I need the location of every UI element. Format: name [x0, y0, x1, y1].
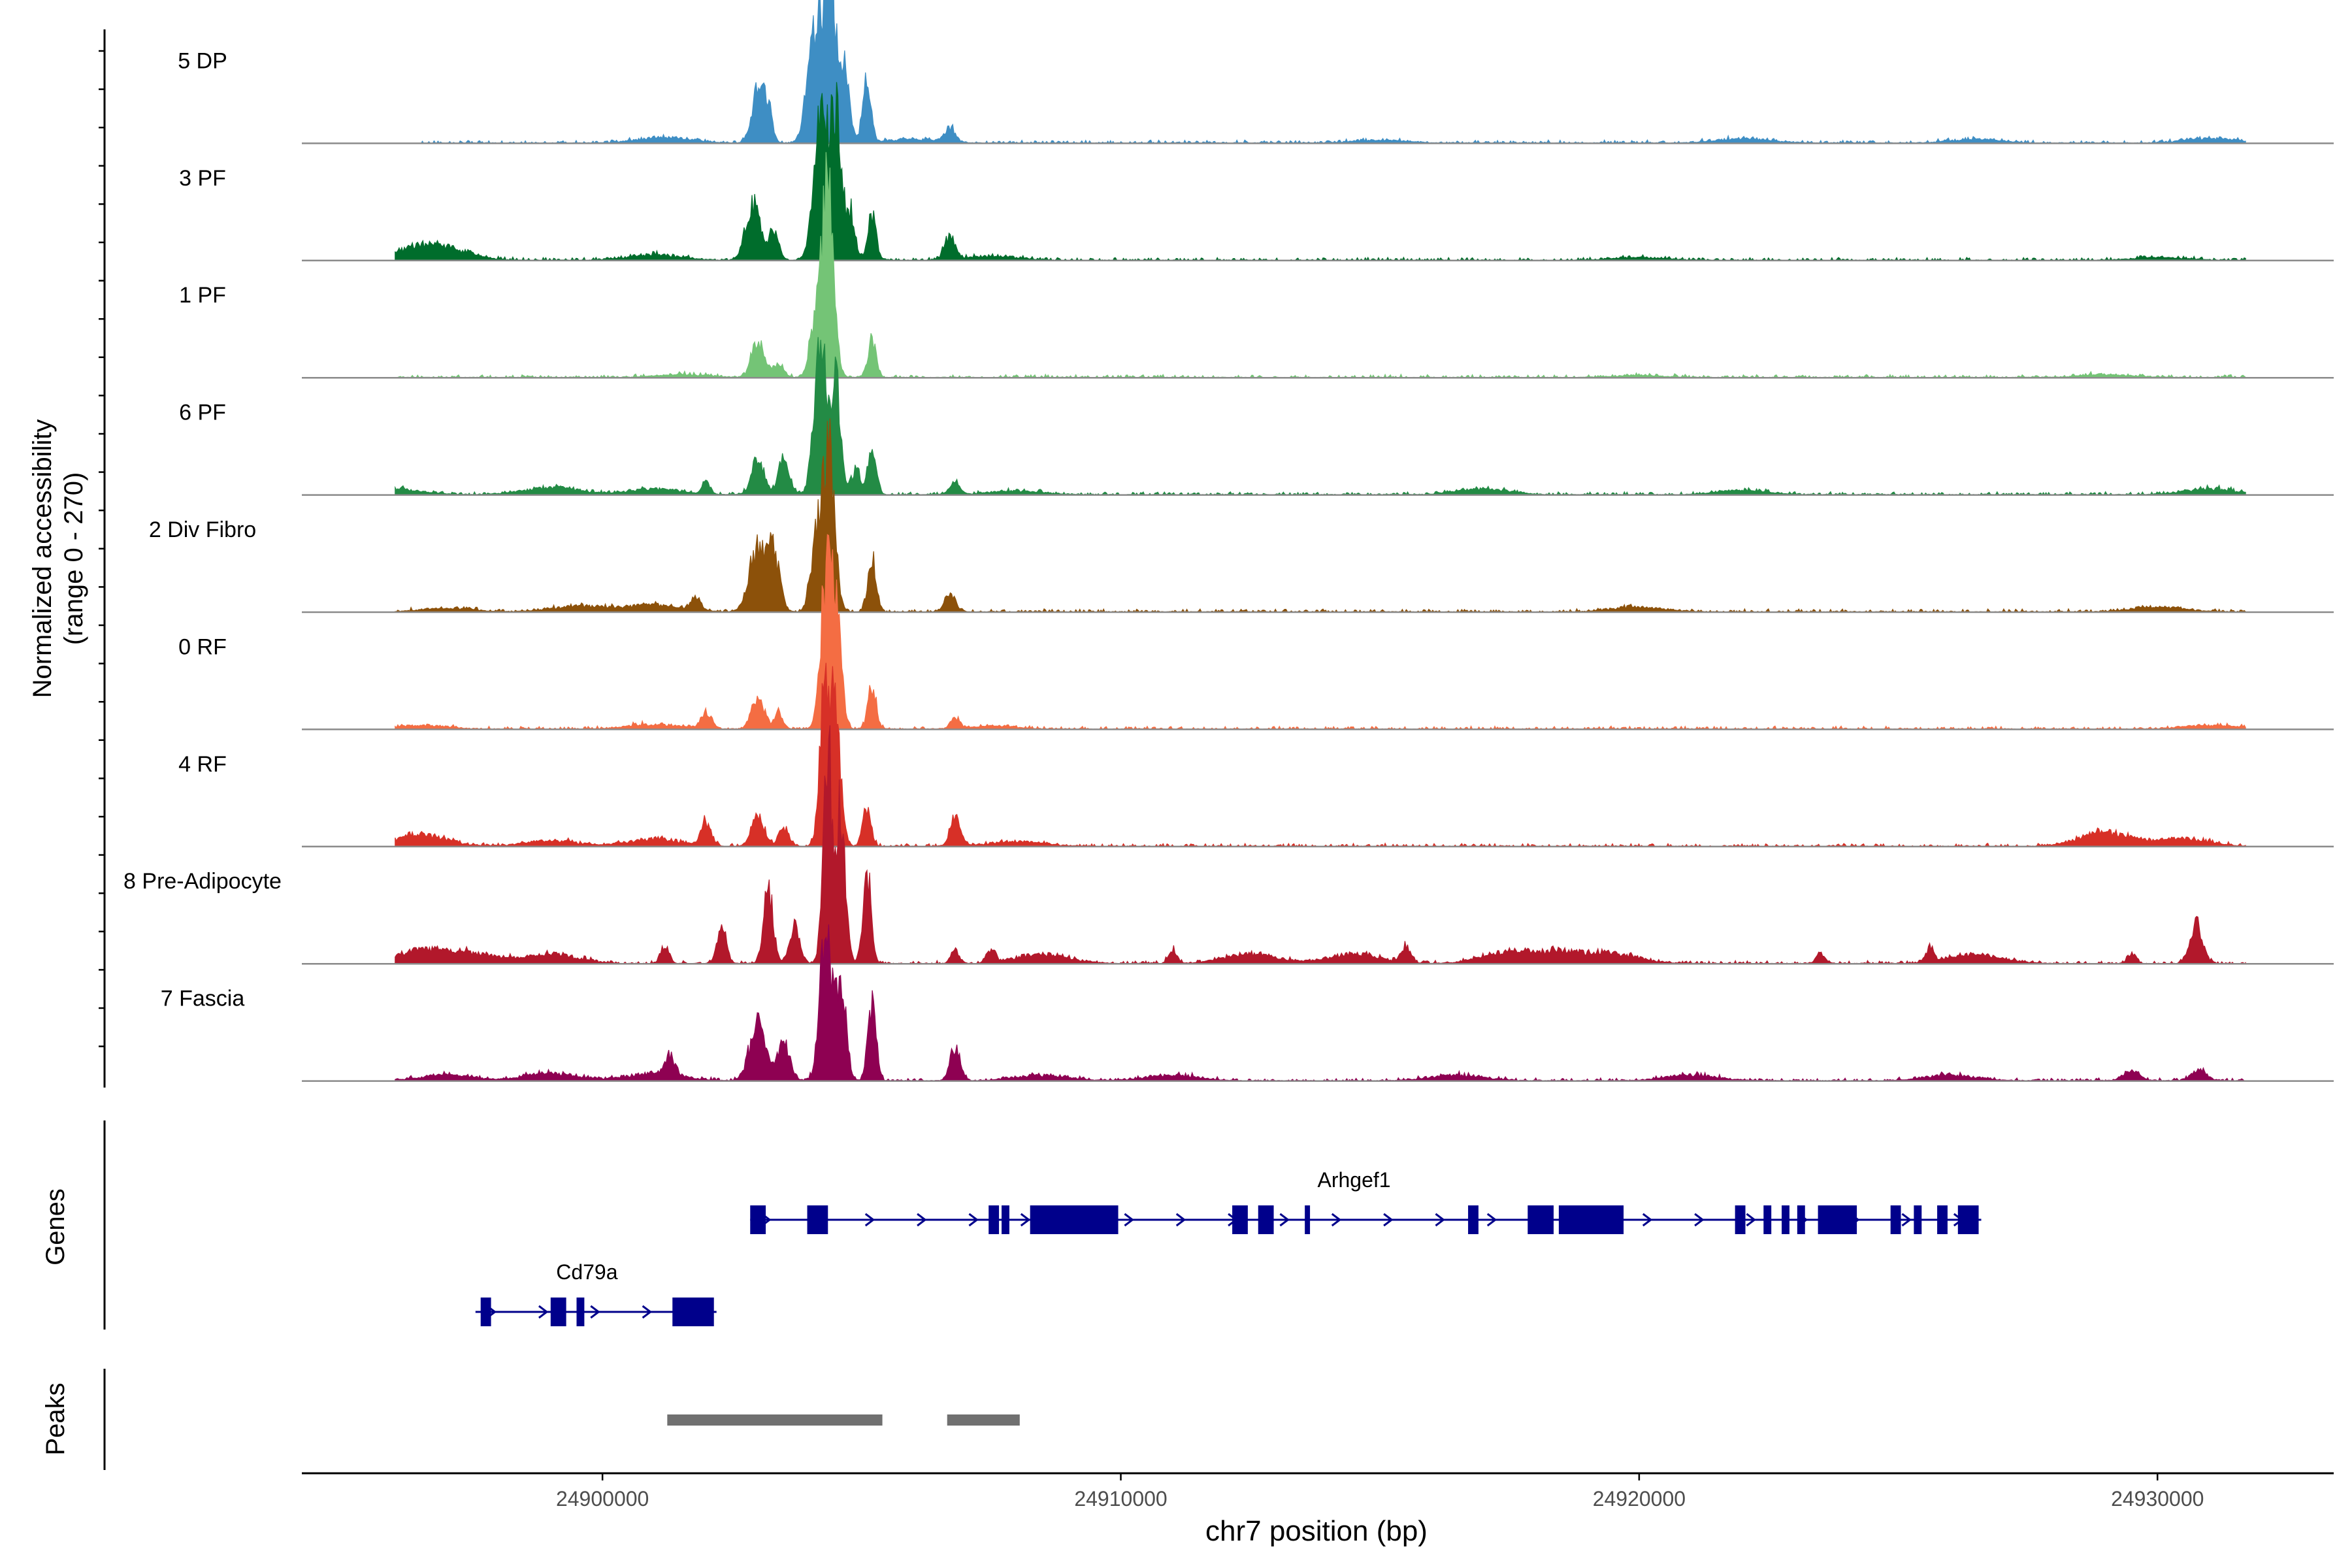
strand-arrow-icon	[1175, 1213, 1186, 1227]
coverage-area	[420, 0, 2246, 144]
track-label: 7 Fascia	[161, 987, 245, 1011]
strand-arrow-icon	[1331, 1213, 1342, 1227]
strand-arrow-icon	[538, 1305, 549, 1319]
gene-exon	[1232, 1205, 1248, 1234]
peaks-panel	[103, 1369, 1020, 1470]
x-tick-label: 24900000	[556, 1487, 649, 1511]
coverage-track: 0 RF	[178, 534, 2334, 730]
coverage-tracks: 5 DP 3 PF 1 PF 6 PF 2 Div Fibro 0 RF 4 RF 8 Pre…	[99, 0, 2334, 1088]
coverage-track: 5 DP	[178, 0, 2334, 144]
gene-exon	[1305, 1205, 1311, 1234]
gene-exon	[1890, 1205, 1901, 1234]
peak-region	[947, 1414, 1020, 1426]
gene-exon	[988, 1205, 1000, 1234]
gene-model: Cd79a	[475, 1260, 717, 1326]
strand-arrow-icon	[642, 1305, 653, 1319]
gene-exon	[480, 1298, 491, 1326]
coverage-track: 3 PF	[179, 82, 2334, 262]
x-tick-label: 24920000	[1593, 1487, 1686, 1511]
gene-exon	[807, 1205, 828, 1234]
gene-exon	[1763, 1205, 1772, 1234]
strand-arrow-icon	[1383, 1213, 1394, 1227]
gene-exon	[1735, 1205, 1746, 1234]
y-axis-title-line1: Normalized accessibility	[28, 419, 57, 698]
coverage-track: 2 Div Fibro	[149, 418, 2334, 613]
gene-exon	[1527, 1205, 1554, 1234]
strand-arrow-icon	[917, 1213, 927, 1227]
x-axis-title: chr7 position (bp)	[1205, 1515, 1428, 1547]
gene-exon	[1957, 1205, 1979, 1234]
strand-arrow-icon	[864, 1213, 875, 1227]
peak-region	[667, 1414, 883, 1426]
strand-arrow-icon	[1694, 1213, 1705, 1227]
x-axis: 24900000 24910000 24920000 24930000	[302, 1472, 2334, 1511]
gene-exon	[1468, 1205, 1478, 1234]
track-label: 1 PF	[179, 283, 226, 308]
strand-arrow-icon	[590, 1305, 600, 1319]
gene-exon	[576, 1298, 585, 1326]
track-label: 6 PF	[179, 400, 226, 425]
track-label: 4 RF	[178, 752, 227, 777]
gene-exon	[1937, 1205, 1948, 1234]
gene-exon	[750, 1205, 766, 1234]
strand-arrow-icon	[1642, 1213, 1653, 1227]
strand-arrow-icon	[1020, 1213, 1031, 1227]
track-label: 5 DP	[178, 48, 227, 73]
gene-exon	[550, 1298, 566, 1326]
track-label: 2 Div Fibro	[149, 517, 256, 542]
strand-arrow-icon	[968, 1213, 979, 1227]
track-label: 3 PF	[179, 166, 226, 191]
gene-name-label: Arhgef1	[1317, 1168, 1390, 1192]
gene-annotation-panel: Arhgef1 Cd79a	[103, 1120, 1982, 1330]
gene-exon	[1782, 1205, 1789, 1234]
coverage-track: 8 Pre-Adipocyte	[123, 725, 2334, 965]
gene-exon	[1818, 1205, 1857, 1234]
coverage-track: 7 Fascia	[161, 924, 2334, 1082]
gene-exon	[1258, 1205, 1274, 1234]
gene-exon	[1030, 1205, 1119, 1234]
strand-arrow-icon	[1746, 1213, 1756, 1227]
coverage-track: 6 PF	[179, 336, 2334, 496]
gene-name-label: Cd79a	[556, 1260, 618, 1284]
track-label: 0 RF	[178, 634, 227, 659]
coverage-track: 1 PF	[179, 152, 2334, 379]
strand-arrow-icon	[1124, 1213, 1134, 1227]
gene-model: Arhgef1	[750, 1168, 1982, 1234]
strand-arrow-icon	[1279, 1213, 1290, 1227]
gene-exon	[1002, 1205, 1009, 1234]
peaks-panel-label: Peaks	[41, 1382, 70, 1455]
genes-panel-label: Genes	[41, 1188, 70, 1266]
gene-exon	[672, 1298, 714, 1326]
strand-arrow-icon	[1486, 1213, 1497, 1227]
strand-arrow-icon	[1435, 1213, 1445, 1227]
gene-exon	[1797, 1205, 1805, 1234]
track-label: 8 Pre-Adipocyte	[123, 869, 282, 894]
coverage-track: 4 RF	[178, 662, 2334, 848]
gene-exon	[1558, 1205, 1624, 1234]
y-axis-title-line2: (range 0 - 270)	[59, 472, 88, 645]
gene-exon	[1914, 1205, 1922, 1234]
strand-arrow-icon	[1901, 1213, 1912, 1227]
x-tick-label: 24910000	[1074, 1487, 1167, 1511]
x-tick-label: 24930000	[2111, 1487, 2204, 1511]
